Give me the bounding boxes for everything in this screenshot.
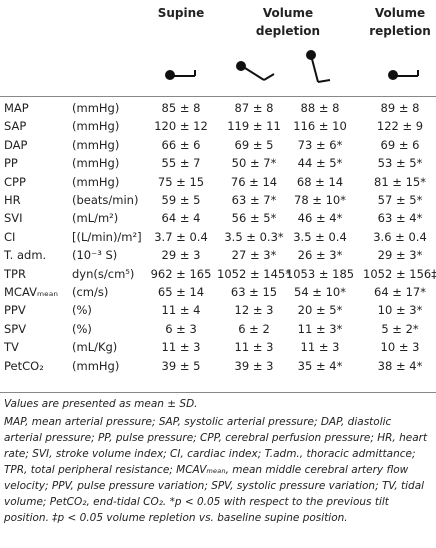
cell-value: 27 ± 3* xyxy=(231,248,277,263)
row-label: SPV xyxy=(4,321,27,336)
cell-value: 10 ± 3* xyxy=(377,303,423,318)
cell-value: 64 ± 4 xyxy=(161,211,201,226)
cell-value: 11 ± 4 xyxy=(161,303,201,318)
cell-value: 29 ± 3 xyxy=(161,248,201,263)
column-header: Supine xyxy=(157,6,205,20)
cell-value: 6 ± 2 xyxy=(238,321,270,336)
header-rule xyxy=(0,96,436,97)
row-label: MAP xyxy=(4,101,29,115)
row-label: SAP xyxy=(4,119,27,134)
cell-value: 11 ± 3* xyxy=(297,321,343,336)
column-header: Volume repletion xyxy=(369,6,431,38)
cell-value: 76 ± 14 xyxy=(230,174,278,189)
cell-value: 3.7 ± 0.4 xyxy=(154,229,208,244)
row-label: PP xyxy=(4,156,18,171)
cell-value: 122 ± 9 xyxy=(376,119,424,134)
cell-value: 1052 ± 145* xyxy=(217,266,291,281)
cell-value: 1053 ± 185 xyxy=(285,266,355,281)
row-label: PPV xyxy=(4,303,26,318)
cell-value: 39 ± 5 xyxy=(161,358,201,373)
note: Values are presented as mean ± SD. xyxy=(4,398,198,410)
cell-value: 65 ± 14 xyxy=(157,285,205,299)
cell-value: 1052 ± 156‡ xyxy=(363,266,436,281)
cell-value: 69 ± 5 xyxy=(234,137,274,152)
row-unit: (mmHg) xyxy=(72,156,120,171)
cell-value: 35 ± 4* xyxy=(297,358,343,373)
cell-value: 78 ± 10* xyxy=(294,193,346,207)
cell-value: 3.6 ± 0.4 xyxy=(373,229,427,244)
row-unit: (mL/Kg) xyxy=(72,340,118,355)
cell-value: 11 ± 3 xyxy=(234,340,274,355)
row-unit: (mmHg) xyxy=(72,358,120,373)
cell-value: 85 ± 8 xyxy=(161,101,201,115)
row-label: HR xyxy=(4,193,21,207)
cell-value: 50 ± 7* xyxy=(231,156,277,171)
cell-value: 120 ± 12 xyxy=(154,119,208,134)
cell-value: 88 ± 8 xyxy=(300,101,340,115)
cell-value: 53 ± 5* xyxy=(377,156,423,171)
cell-value: 69 ± 6 xyxy=(380,137,420,152)
row-unit: (%) xyxy=(72,303,92,318)
cell-value: 75 ± 15 xyxy=(157,174,205,189)
cell-value: 38 ± 4* xyxy=(377,358,423,373)
cell-value: 10 ± 3 xyxy=(380,340,420,355)
row-label: DAP xyxy=(4,137,28,152)
row-label: CI xyxy=(4,229,16,244)
cell-value: 63 ± 15 xyxy=(230,285,278,299)
cell-value: 54 ± 10* xyxy=(294,285,346,299)
row-label: TV xyxy=(4,340,19,355)
row-unit: (mmHg) xyxy=(72,101,120,115)
row-label: PetCO₂ xyxy=(4,358,44,373)
note: MAP, mean arterial pressure; SAP, systol… xyxy=(4,416,428,524)
posture-icons xyxy=(165,50,419,83)
row-label: SVI xyxy=(4,211,23,226)
cell-value: 46 ± 4* xyxy=(297,211,343,226)
cell-value: 119 ± 11 xyxy=(227,119,281,134)
cell-value: 11 ± 3 xyxy=(161,340,201,355)
cell-value: 3.5 ± 0.4 xyxy=(293,229,347,244)
cell-value: 56 ± 5* xyxy=(231,211,277,226)
cell-value: 57 ± 5* xyxy=(377,193,423,207)
row-unit: (%) xyxy=(72,321,92,336)
cell-value: 11 ± 3 xyxy=(300,340,340,355)
cell-value: 6 ± 3 xyxy=(165,321,197,336)
row-label: T. adm. xyxy=(4,248,47,263)
cell-value: 44 ± 5* xyxy=(297,156,343,171)
column-header: Volume depletion xyxy=(255,6,321,38)
row-unit: (beats/min) xyxy=(72,193,139,207)
row-unit: [(L/min)/m²] xyxy=(72,229,142,244)
cell-value: 64 ± 17* xyxy=(374,285,426,299)
cell-value: 63 ± 7* xyxy=(231,193,277,207)
bottom-rule xyxy=(0,392,436,393)
cell-value: 3.5 ± 0.3* xyxy=(224,229,284,244)
cell-value: 12 ± 3 xyxy=(234,303,274,318)
row-unit: (cm/s) xyxy=(72,285,109,299)
cell-value: 116 ± 10 xyxy=(293,119,347,134)
row-unit: dyn(s/cm⁵) xyxy=(72,266,135,281)
cell-value: 59 ± 5 xyxy=(161,193,201,207)
cell-value: 81 ± 15* xyxy=(374,174,426,189)
cell-value: 68 ± 14 xyxy=(296,174,344,189)
cell-value: 39 ± 3 xyxy=(234,358,274,373)
row-label: MCAVₘₑₐₙ xyxy=(4,285,58,299)
cell-value: 26 ± 3* xyxy=(297,248,343,263)
cell-value: 89 ± 8 xyxy=(380,101,420,115)
cell-value: 55 ± 7 xyxy=(161,156,201,171)
row-unit: (mmHg) xyxy=(72,137,120,152)
cell-value: 29 ± 3* xyxy=(377,248,423,263)
cell-value: 66 ± 6 xyxy=(161,137,201,152)
cell-value: 20 ± 5* xyxy=(297,303,343,318)
cell-value: 5 ± 2* xyxy=(381,321,419,336)
cell-value: 73 ± 6* xyxy=(297,137,343,152)
cell-value: 962 ± 165 xyxy=(150,266,212,281)
row-label: CPP xyxy=(4,174,26,189)
row-unit: (mmHg) xyxy=(72,174,120,189)
row-unit: (10⁻³ S) xyxy=(72,248,118,263)
cell-value: 63 ± 4* xyxy=(377,211,423,226)
row-unit: (mmHg) xyxy=(72,119,120,134)
row-unit: (mL/m²) xyxy=(72,211,119,226)
row-label: TPR xyxy=(4,266,26,281)
cell-value: 87 ± 8 xyxy=(234,101,274,115)
